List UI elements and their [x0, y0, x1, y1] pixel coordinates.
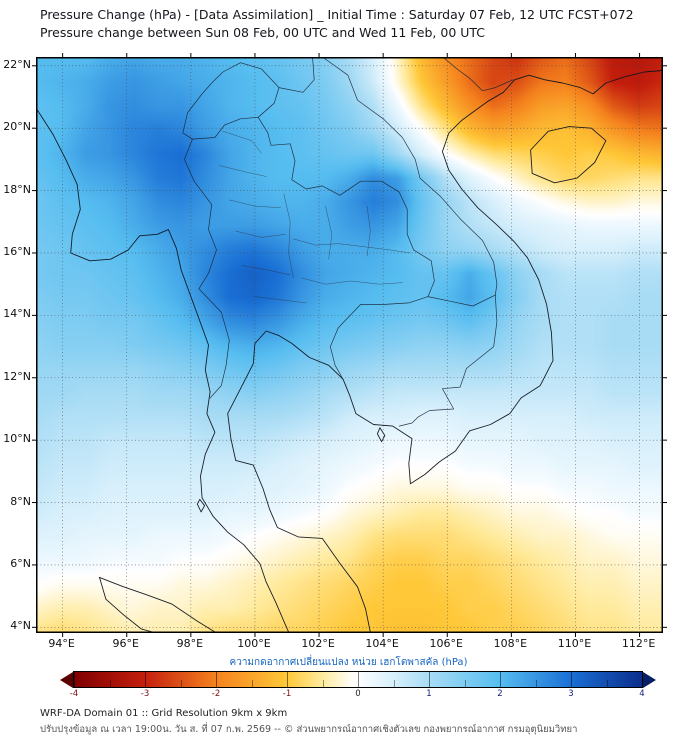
colorbar-minor-tick: [251, 680, 253, 687]
colorbar-minor-tick: [464, 680, 466, 687]
lat-tick-label: 18°N: [3, 182, 31, 196]
colorbar-minor-tick: [393, 680, 395, 687]
colorbar-minor-tick: [606, 680, 608, 687]
lat-tick-label: 20°N: [3, 120, 31, 134]
lon-tick-label: 98°E: [176, 637, 204, 650]
colorbar-tick: [74, 672, 75, 687]
colorbar-tick: [287, 672, 288, 687]
colorbar-minor-tick: [322, 680, 324, 687]
colorbar-right-arrow: [643, 671, 656, 688]
colorbar-label: ความกดอากาศเปลี่ยนแปลง หน่วย เฮกโตพาสคัล…: [229, 657, 468, 668]
lat-tick-label: 16°N: [3, 244, 31, 258]
colorbar-tick-label: 0: [355, 689, 361, 699]
colorbar-minor-tick: [180, 680, 182, 687]
lon-tick-label: 104°E: [365, 637, 399, 650]
lon-tick-label: 110°E: [557, 637, 592, 650]
lon-tick-label: 112°E: [621, 637, 656, 650]
map-frame: [32, 53, 667, 637]
colorbar: -4 -3 -2 -1 0 1 2 3 4: [60, 671, 656, 699]
pressure-field-canvas: [37, 58, 662, 632]
lat-tick-label: 10°N: [3, 432, 31, 446]
colorbar-tick: [358, 672, 359, 687]
lon-tick-label: 96°E: [112, 637, 139, 650]
colorbar-tick: [642, 672, 643, 687]
lat-tick-label: 22°N: [3, 57, 31, 71]
lon-tick-label: 94°E: [48, 637, 75, 650]
colorbar-tick-label: -2: [211, 689, 221, 699]
lon-tick-label: 102°E: [301, 637, 335, 650]
lat-tick-label: 6°N: [10, 556, 31, 570]
lon-tick-label: 100°E: [237, 637, 271, 650]
footer-credit: ปรับปรุงข้อมูล ณ เวลา 19:00น. วัน ส. ที่…: [40, 724, 578, 735]
colorbar-tick: [145, 672, 146, 687]
colorbar-tick-label: -1: [282, 689, 292, 699]
colorbar-tick: [500, 672, 501, 687]
title-line-2: Pressure change between Sun 08 Feb, 00 U…: [40, 25, 486, 40]
colorbar-tick: [216, 672, 217, 687]
lat-tick-label: 8°N: [10, 494, 31, 508]
footer-domain-info: WRF-DA Domain 01 :: Grid Resolution 9km …: [40, 708, 288, 719]
lon-tick-label: 106°E: [429, 637, 463, 650]
colorbar-gradient: -4 -3 -2 -1 0 1 2 3 4: [70, 671, 645, 699]
lat-tick-label: 4°N: [10, 619, 31, 633]
lat-tick-label: 14°N: [3, 307, 31, 321]
colorbar-tick: [429, 672, 430, 687]
colorbar-left-arrow: [60, 671, 73, 688]
lon-tick-label: 108°E: [493, 637, 528, 650]
colorbar-minor-tick: [535, 680, 537, 687]
lat-tick-label: 12°N: [3, 369, 31, 383]
colorbar-minor-tick: [109, 680, 111, 687]
colorbar-tick-label: 2: [497, 689, 503, 699]
page-title: Pressure Change (hPa) - [Data Assimilati…: [40, 6, 634, 42]
colorbar-tick-label: -3: [140, 689, 150, 699]
colorbar-tick: [571, 672, 572, 687]
title-line-1: Pressure Change (hPa) - [Data Assimilati…: [40, 7, 634, 22]
colorbar-tick-label: 1: [426, 689, 432, 699]
colorbar-tick-label: 4: [639, 689, 645, 699]
colorbar-tick-label: -4: [69, 689, 79, 699]
colorbar-tick-label: 3: [568, 689, 574, 699]
